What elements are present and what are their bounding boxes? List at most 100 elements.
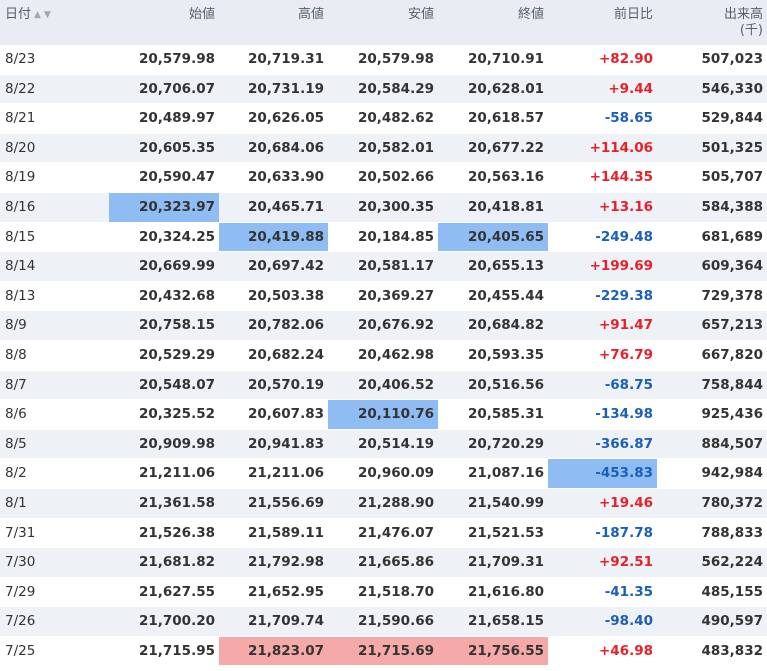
table-row: 8/5 20,909.98 20,941.83 20,514.19 20,720.29 -… [0, 429, 767, 460]
date-cell: 8/14 [5, 258, 36, 275]
volume-header-label: 出来高 [723, 7, 763, 22]
volume-cell: 501,325 [701, 139, 764, 156]
open-cell: 20,579.98 [138, 51, 215, 67]
close-cell: 21,709.31 [467, 554, 544, 571]
change-cell: -68.75 [604, 376, 653, 393]
table-row: 8/8 20,529.29 20,682.24 20,462.98 20,593.35 +… [0, 340, 767, 371]
table-row: 8/21 20,489.97 20,626.05 20,482.62 20,618.57… [0, 104, 767, 134]
table-row: 8/14 20,669.99 20,697.42 20,581.17 20,655.13… [0, 252, 767, 282]
change-cell: +144.35 [589, 169, 653, 186]
low-cell: 20,300.35 [357, 198, 434, 215]
open-cell: 21,627.55 [138, 583, 215, 600]
change-cell: -58.65 [604, 110, 653, 127]
high-cell: 20,503.38 [247, 287, 324, 304]
table-row: 8/13 20,432.68 20,503.38 20,369.27 20,455.44… [0, 281, 767, 312]
high-cell: 21,556.69 [247, 494, 324, 511]
change-cell: -366.87 [595, 435, 653, 452]
high-cell: 20,570.19 [247, 376, 324, 393]
close-cell: 20,655.13 [467, 258, 544, 275]
close-column-header[interactable]: 終値 [517, 7, 544, 22]
volume-cell: 657,213 [701, 317, 764, 334]
close-cell: 21,521.53 [467, 524, 544, 541]
close-cell: 21,756.55 [438, 636, 548, 666]
date-cell: 8/23 [5, 51, 36, 67]
low-cell: 21,476.07 [357, 524, 434, 541]
high-cell: 20,941.83 [247, 435, 324, 452]
open-cell: 21,211.06 [138, 465, 215, 482]
low-cell: 20,584.29 [357, 80, 434, 97]
open-cell: 20,324.25 [138, 228, 215, 245]
open-cell: 20,325.52 [138, 406, 215, 423]
volume-cell: 729,378 [701, 287, 764, 304]
table-row: 8/16 20,323.97 20,465.71 20,300.35 20,418.81… [0, 192, 767, 223]
low-cell: 20,581.17 [357, 258, 434, 275]
date-cell: 8/9 [5, 317, 27, 334]
low-cell: 20,502.66 [357, 169, 434, 186]
change-cell: -187.78 [595, 524, 653, 541]
table-row: 8/9 20,758.15 20,782.06 20,676.92 20,684.82 +… [0, 311, 767, 341]
high-cell: 20,465.71 [247, 198, 324, 215]
high-column-header[interactable]: 高値 [297, 7, 324, 22]
high-cell: 20,697.42 [247, 258, 324, 275]
volume-cell: 780,372 [701, 494, 764, 511]
table-row: 7/30 21,681.82 21,792.98 21,665.86 21,709.31… [0, 548, 767, 578]
open-cell: 20,706.07 [138, 80, 215, 97]
table-row: 7/26 21,700.20 21,709.74 21,590.66 21,658.15… [0, 607, 767, 637]
open-cell: 20,909.98 [138, 435, 215, 452]
open-cell: 20,323.97 [109, 192, 219, 222]
table-row: 8/22 20,706.07 20,731.19 20,584.29 20,628.01… [0, 74, 767, 105]
high-cell: 20,626.05 [247, 110, 324, 127]
date-cell: 7/29 [5, 583, 36, 600]
change-cell: +114.06 [589, 139, 653, 156]
volume-cell: 758,844 [701, 376, 764, 393]
date-cell: 8/1 [5, 494, 27, 511]
volume-cell: 485,155 [701, 583, 764, 600]
open-cell: 20,669.99 [138, 258, 215, 275]
change-column-header[interactable]: 前日比 [613, 7, 653, 22]
date-cell: 8/21 [5, 110, 36, 127]
close-cell: 20,405.65 [438, 222, 548, 252]
open-cell: 20,548.07 [138, 376, 215, 393]
table-row: 7/25 21,715.95 21,823.07 21,715.69 21,756.55… [0, 636, 767, 667]
volume-cell: 505,707 [701, 169, 764, 186]
date-cell: 8/6 [5, 406, 27, 423]
low-cell: 21,665.86 [357, 554, 434, 571]
date-header-label: 日付 [5, 7, 32, 22]
open-cell: 20,758.15 [138, 317, 215, 334]
close-cell: 20,684.82 [467, 317, 544, 334]
volume-column-header[interactable]: 出来高 (千) [657, 0, 767, 45]
date-cell: 7/26 [5, 613, 36, 630]
volume-cell: 667,820 [701, 346, 764, 363]
date-column-header[interactable]: 日付 ▲ ▼ [0, 0, 109, 45]
change-cell: -453.83 [548, 459, 657, 488]
low-cell: 20,184.85 [357, 228, 434, 245]
high-cell: 20,731.19 [247, 80, 324, 97]
low-cell: 20,514.19 [357, 435, 434, 452]
date-cell: 8/22 [5, 80, 36, 97]
close-cell: 21,540.99 [467, 494, 544, 511]
low-cell: 20,369.27 [357, 287, 434, 304]
low-cell: 20,482.62 [357, 110, 434, 127]
change-cell: -134.98 [595, 406, 653, 423]
date-cell: 8/2 [5, 465, 27, 482]
low-column-header[interactable]: 安値 [407, 7, 434, 22]
change-cell: +82.90 [598, 51, 653, 67]
close-cell: 21,087.16 [467, 465, 544, 482]
open-cell: 21,681.82 [138, 554, 215, 571]
high-cell: 21,652.95 [247, 583, 324, 600]
volume-cell: 562,224 [701, 554, 764, 571]
change-cell: -249.48 [595, 228, 653, 245]
change-cell: +76.79 [598, 346, 653, 363]
low-cell: 20,582.01 [357, 139, 434, 156]
high-cell: 20,607.83 [247, 406, 324, 423]
volume-unit-label: (千) [739, 23, 763, 38]
sort-ascending-icon[interactable]: ▲ [34, 10, 41, 20]
close-cell: 20,628.01 [467, 80, 544, 97]
volume-cell: 529,844 [701, 110, 764, 127]
open-column-header[interactable]: 始値 [188, 7, 215, 22]
close-cell: 20,585.31 [467, 406, 544, 423]
date-cell: 7/30 [5, 554, 36, 571]
sort-descending-icon[interactable]: ▼ [43, 10, 51, 20]
open-cell: 21,715.95 [138, 642, 215, 659]
